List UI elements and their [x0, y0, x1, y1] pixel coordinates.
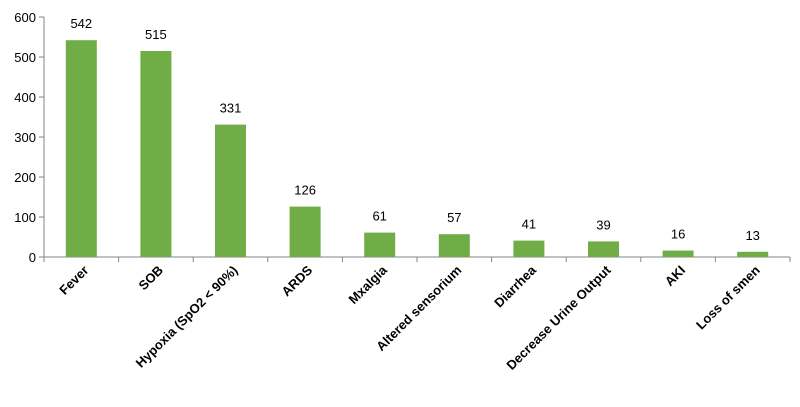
- bar: [513, 240, 545, 257]
- y-tick-label: 0: [29, 250, 36, 265]
- bar: [140, 51, 172, 257]
- data-label: 515: [145, 27, 167, 42]
- data-label: 41: [522, 217, 536, 232]
- x-tick-label: Altered sensorium: [373, 263, 464, 354]
- x-tick-label: Fever: [56, 263, 91, 298]
- x-tick-label: Loss of smen: [693, 262, 763, 332]
- x-tick-label: SOB: [135, 263, 166, 294]
- y-tick-label: 400: [14, 90, 36, 105]
- y-tick-label: 500: [14, 50, 36, 65]
- data-label: 16: [671, 227, 685, 242]
- y-tick-label: 300: [14, 130, 36, 145]
- bar: [737, 251, 769, 257]
- y-tick-label: 600: [14, 10, 36, 25]
- y-axis-ticks: 0 100 200 300 400 500 600: [14, 10, 44, 265]
- x-tick-label: ARDS: [279, 262, 316, 299]
- data-labels: 542 515 331 126 61 57 41 39 16 13: [70, 16, 759, 243]
- x-tick-label: AKI: [662, 263, 688, 289]
- data-label: 39: [596, 217, 610, 232]
- data-label: 126: [294, 183, 316, 198]
- data-label: 61: [372, 209, 386, 224]
- x-tick-label: Mxalgia: [345, 262, 390, 307]
- data-label: 57: [447, 210, 461, 225]
- bar: [65, 40, 97, 258]
- data-label: 13: [745, 228, 759, 243]
- bar: [588, 241, 619, 257]
- y-tick-label: 100: [14, 210, 36, 225]
- bar: [289, 206, 321, 257]
- x-tick-label: Diarrhea: [491, 262, 539, 310]
- data-label: 542: [70, 16, 92, 31]
- bar: [215, 124, 246, 257]
- bar: [364, 232, 396, 257]
- bar: [438, 234, 470, 257]
- bars: [65, 40, 769, 258]
- y-tick-label: 200: [14, 170, 36, 185]
- bar: [662, 250, 694, 257]
- data-label: 331: [220, 101, 242, 116]
